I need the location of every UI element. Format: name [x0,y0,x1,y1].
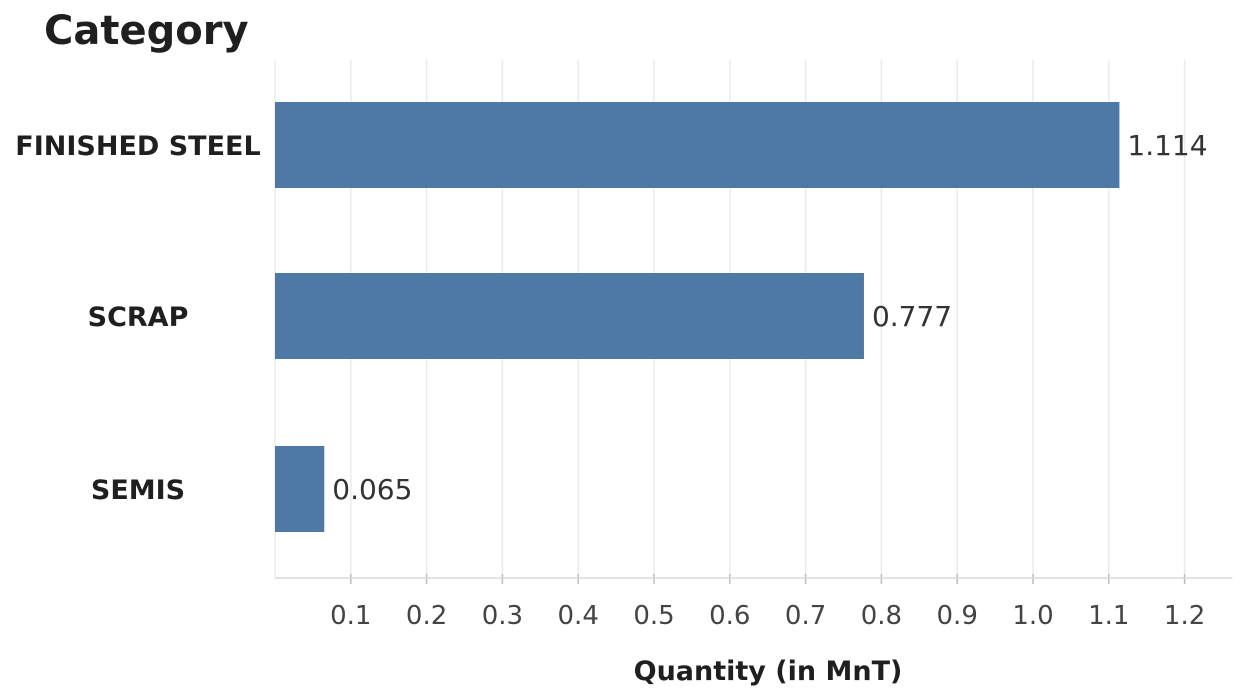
value-label: 0.065 [332,473,412,506]
bar[interactable] [275,273,864,359]
x-tick-label: 0.1 [330,601,371,631]
x-tick-label: 0.2 [406,601,447,631]
x-tick-label: 1.0 [1012,601,1053,631]
x-tick-label: 1.1 [1088,601,1129,631]
x-tick-label: 0.7 [785,601,826,631]
labels: FINISHED STEEL 1.114 SCRAP 0.777 SEMIS 0.065 [15,129,1207,506]
x-tick-label: 1.2 [1164,601,1205,631]
x-axis: 0.1 0.2 0.3 0.4 0.5 0.6 0.7 0.8 0.9 1.0 1.1 1.2 [275,574,1233,631]
bar[interactable] [275,446,325,532]
x-tick-label: 0.5 [633,601,674,631]
x-tick-label: 0.4 [558,601,599,631]
value-label: 0.777 [872,300,952,333]
category-label: FINISHED STEEL [15,131,260,162]
x-axis-title: Quantity (in MnT) [634,656,903,687]
x-tick-label: 0.8 [861,601,902,631]
x-tick-label: 0.9 [937,601,978,631]
x-tick-label: 0.6 [709,601,750,631]
bars [275,102,1120,532]
category-label: SCRAP [88,302,189,333]
category-label: SEMIS [91,475,185,506]
chart-title: Category [44,8,249,54]
x-tick-label: 0.3 [482,601,523,631]
bar[interactable] [275,102,1120,188]
value-label: 1.114 [1127,129,1207,162]
